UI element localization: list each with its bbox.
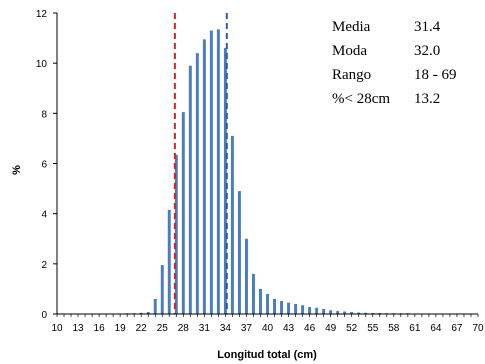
- y-tick-label-0: 0: [41, 310, 47, 321]
- bar-47: [315, 307, 319, 314]
- bar-43: [287, 302, 291, 314]
- bar-24: [153, 298, 157, 314]
- stats-box: Media 31.4 Moda 32.0 Rango 18 - 69 %< 28cm 13.2: [332, 19, 457, 107]
- x-tick-label-34: 34: [220, 323, 232, 334]
- y-axis-title: %: [11, 165, 23, 175]
- reference-lines-group: [173, 13, 228, 314]
- bar-29: [188, 65, 192, 314]
- bar-45: [301, 305, 305, 314]
- x-axis-title: Longitud total (cm): [217, 349, 317, 361]
- bar-32: [209, 30, 213, 315]
- bar-22: [139, 312, 143, 314]
- bar-39: [259, 288, 262, 314]
- x-tick-label-37: 37: [241, 323, 253, 334]
- bar-31: [202, 39, 206, 315]
- stat-value-1: 31.4: [414, 19, 441, 35]
- bar-41: [273, 298, 276, 314]
- x-ticks-group: 10 13 16 19 22 25 28 31 34 37 40 43 46 49 52 55 58 61 64 67…: [51, 314, 484, 334]
- y-tick-label-8: 8: [41, 109, 47, 120]
- x-tick-label-49: 49: [325, 323, 337, 334]
- stat-label-4: %< 28cm: [332, 91, 390, 107]
- y-tick-label-6: 6: [41, 160, 47, 171]
- bar-25: [160, 265, 164, 314]
- bar-40: [266, 293, 269, 314]
- bar-35: [230, 135, 234, 314]
- y-ticks-group: 0 2 4 6 8 10 12: [36, 9, 57, 321]
- x-tick-label-64: 64: [430, 323, 442, 334]
- bar-42: [280, 300, 284, 314]
- stat-value-4: 13.2: [414, 91, 440, 107]
- bar-54: [364, 312, 368, 314]
- stat-label-2: Moda: [332, 43, 367, 59]
- x-tick-label-43: 43: [283, 323, 295, 334]
- y-tick-label-12: 12: [36, 9, 48, 20]
- x-tick-label-13: 13: [72, 323, 84, 334]
- x-tick-label-19: 19: [115, 323, 127, 334]
- x-tick-label-61: 61: [409, 323, 421, 334]
- x-tick-label-28: 28: [178, 323, 190, 334]
- stat-label-3: Rango: [332, 67, 371, 83]
- stat-label-1: Media: [332, 19, 371, 35]
- x-tick-label-67: 67: [451, 323, 463, 334]
- bar-28: [181, 112, 185, 314]
- y-tick-label-4: 4: [41, 210, 47, 221]
- bar-51: [343, 311, 347, 314]
- bar-30: [195, 53, 199, 314]
- x-tick-label-10: 10: [51, 323, 63, 334]
- x-tick-label-22: 22: [136, 323, 148, 334]
- x-tick-label-55: 55: [367, 323, 379, 334]
- bar-38: [251, 273, 255, 314]
- y-tick-label-10: 10: [36, 59, 48, 70]
- bar-23: [146, 311, 150, 314]
- bar-46: [308, 306, 312, 314]
- bar-48: [322, 308, 326, 314]
- bar-26: [167, 209, 171, 314]
- x-tick-label-25: 25: [157, 323, 169, 334]
- bar-50: [336, 310, 340, 314]
- bar-49: [329, 310, 333, 314]
- bar-37: [244, 238, 248, 314]
- x-tick-label-40: 40: [262, 323, 274, 334]
- x-tick-label-58: 58: [388, 323, 400, 334]
- bar-52: [350, 311, 354, 314]
- bar-27: [174, 154, 178, 314]
- x-tick-label-16: 16: [94, 323, 106, 334]
- x-tick-label-70: 70: [472, 323, 484, 334]
- x-tick-label-31: 31: [199, 323, 211, 334]
- stat-value-2: 32.0: [414, 43, 440, 59]
- bar-34: [223, 48, 227, 315]
- bar-44: [294, 303, 298, 314]
- bar-53: [357, 312, 361, 314]
- stat-value-3: 18 - 69: [414, 67, 457, 83]
- x-tick-label-52: 52: [346, 323, 358, 334]
- y-tick-label-2: 2: [41, 260, 47, 271]
- bar-36: [237, 191, 241, 314]
- x-tick-label-46: 46: [304, 323, 316, 334]
- bar-33: [216, 29, 220, 315]
